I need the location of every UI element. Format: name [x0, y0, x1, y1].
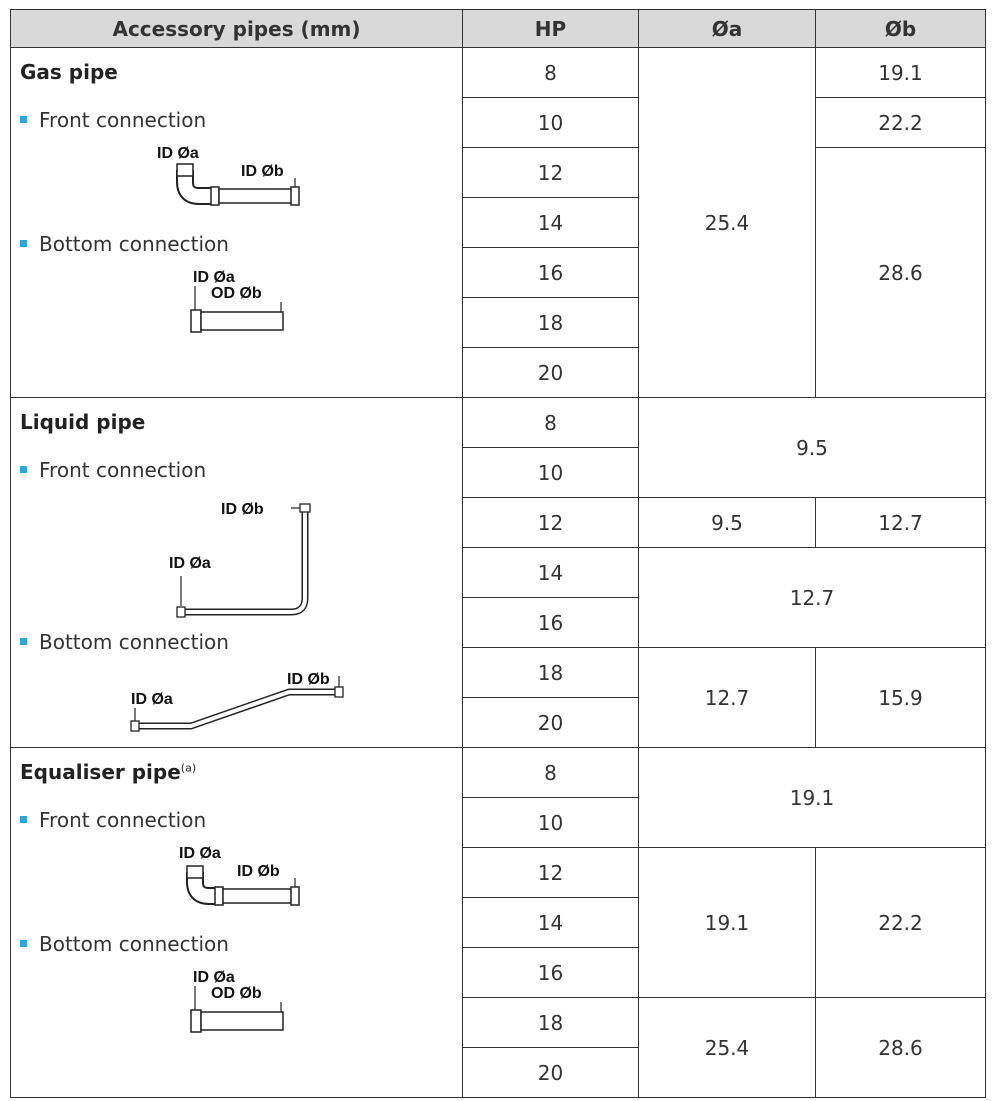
table-row: 16 — [11, 247, 986, 298]
bullet-marker — [20, 116, 27, 123]
liquid-pipe-description: Liquid pipe Front connection ID Øb ID Øa… — [10, 397, 463, 748]
equaliser-hp-cell: 18 — [462, 997, 639, 1048]
table-row: 20 — [11, 697, 986, 748]
table-row: 10 — [11, 447, 986, 498]
table-row: 10 — [11, 797, 986, 848]
equaliser-front-connection: Front connection — [20, 808, 206, 832]
table-row: 14 — [11, 897, 986, 948]
equaliser-diameter-merged-cell: 19.1 — [638, 747, 986, 848]
gas-hp-cell: 8 — [462, 47, 639, 98]
liquid-hp-cell: 8 — [462, 397, 639, 448]
label-id-b: ID Øb — [237, 863, 280, 880]
gas-front-connection-diagram: ID Øa ID Øb — [157, 145, 300, 206]
gas-hp-cell: 18 — [462, 297, 639, 348]
liquid-hp-cell: 20 — [462, 697, 639, 748]
label-id-a: ID Øa — [179, 845, 221, 862]
bullet-marker — [20, 816, 27, 823]
gas-hp-cell: 20 — [462, 347, 639, 398]
table-row: Liquid pipe Front connection ID Øb ID Øa… — [10, 397, 986, 748]
bullet-marker — [20, 466, 27, 473]
table-row: 12 9.5 12.7 — [11, 497, 986, 548]
gas-hp-cell: 12 — [462, 147, 639, 198]
label-id-a: ID Øa — [193, 969, 235, 986]
liquid-pipe-title: Liquid pipe — [20, 410, 146, 434]
bullet-marker — [20, 638, 27, 645]
label-id-b: ID Øb — [241, 163, 284, 180]
equaliser-bottom-connection-diagram: ID Øa OD Øb — [190, 969, 284, 1033]
liquid-hp-cell: 16 — [462, 597, 639, 648]
liquid-diameter-b-cell: 12.7 — [815, 497, 986, 548]
label-id-b: ID Øb — [287, 671, 330, 688]
equaliser-diameter-a-cell: 19.1 — [638, 847, 816, 998]
label-od-b: OD Øb — [211, 285, 262, 302]
table-row: 16 — [11, 597, 986, 648]
gas-pipe-description: Gas pipe Front connection ID Øa ID Øb Bo… — [10, 47, 463, 398]
table-row: 20 — [11, 1047, 986, 1098]
equaliser-hp-cell: 10 — [462, 797, 639, 848]
liquid-diameter-a-cell: 12.7 — [638, 647, 816, 748]
label-id-a: ID Øa — [193, 269, 235, 286]
equaliser-hp-cell: 12 — [462, 847, 639, 898]
gas-pipe-title: Gas pipe — [20, 60, 118, 84]
equaliser-pipe-description: Equaliser pipe(a) Front connection ID Øa… — [10, 747, 463, 1098]
table-row: 18 25.4 28.6 — [11, 997, 986, 1098]
gas-hp-cell: 14 — [462, 197, 639, 248]
liquid-front-connection: Front connection — [20, 458, 206, 482]
header-row: Accessory pipes (mm) HP Øa Øb — [10, 9, 986, 48]
liquid-front-connection-diagram: ID Øb ID Øa — [169, 501, 311, 618]
equaliser-diameter-b-cell: 22.2 — [815, 847, 986, 998]
liquid-diameter-a-cell: 9.5 — [638, 497, 816, 548]
liquid-hp-cell: 10 — [462, 447, 639, 498]
equaliser-diameter-a-cell: 25.4 — [638, 997, 816, 1098]
gas-hp-cell: 10 — [462, 97, 639, 148]
footnote-marker: (a) — [180, 761, 197, 775]
table-row: 12 19.1 22.2 — [11, 847, 986, 998]
bullet-marker — [20, 240, 27, 247]
equaliser-hp-cell: 20 — [462, 1047, 639, 1098]
label-id-a: ID Øa — [169, 555, 211, 572]
liquid-bottom-connection-diagram: ID Øb ID Øa — [130, 671, 344, 732]
equaliser-front-connection-diagram: ID Øa ID Øb — [179, 845, 300, 906]
liquid-hp-cell: 18 — [462, 647, 639, 698]
liquid-diameter-merged-cell: 12.7 — [638, 547, 986, 648]
gas-bottom-connection-diagram: ID Øa OD Øb — [190, 269, 284, 333]
equaliser-pipe-title: Equaliser pipe(a) — [20, 760, 197, 784]
header-diameter-a: Øa — [638, 9, 816, 48]
label-id-a: ID Øa — [131, 691, 173, 708]
accessory-pipes-table: Accessory pipes (mm) HP Øa Øb Gas pipe F… — [10, 9, 986, 1098]
gas-hp-cell: 16 — [462, 247, 639, 298]
liquid-bottom-connection: Bottom connection — [20, 630, 229, 654]
equaliser-diameter-b-cell: 28.6 — [815, 997, 986, 1098]
liquid-diameter-b-cell: 15.9 — [815, 647, 986, 748]
gas-bottom-connection: Bottom connection — [20, 232, 229, 256]
table-row: 20 — [11, 347, 986, 398]
equaliser-hp-cell: 8 — [462, 747, 639, 798]
header-accessory-pipes: Accessory pipes (mm) — [10, 9, 463, 48]
label-od-b: OD Øb — [211, 985, 262, 1002]
equaliser-hp-cell: 16 — [462, 947, 639, 998]
label-id-a: ID Øa — [157, 145, 199, 162]
table-row: 14 — [11, 197, 986, 248]
gas-diameter-b-cell: 28.6 — [815, 147, 986, 398]
gas-diameter-b-cell: 22.2 — [815, 97, 986, 148]
table-row: 16 — [11, 947, 986, 998]
header-diameter-b: Øb — [815, 9, 986, 48]
liquid-diameter-merged-cell: 9.5 — [638, 397, 986, 498]
table-row: Gas pipe Front connection ID Øa ID Øb Bo… — [10, 47, 986, 398]
table-row: 12 28.6 — [11, 147, 986, 398]
header-hp: HP — [462, 9, 639, 48]
liquid-hp-cell: 12 — [462, 497, 639, 548]
equaliser-bottom-connection: Bottom connection — [20, 932, 229, 956]
gas-diameter-a-cell: 25.4 — [638, 47, 816, 398]
gas-diameter-b-cell: 19.1 — [815, 47, 986, 98]
equaliser-hp-cell: 14 — [462, 897, 639, 948]
table-row: Equaliser pipe(a) Front connection ID Øa… — [10, 747, 986, 1098]
liquid-hp-cell: 14 — [462, 547, 639, 598]
bullet-marker — [20, 940, 27, 947]
gas-front-connection: Front connection — [20, 108, 206, 132]
label-id-b: ID Øb — [221, 501, 264, 518]
